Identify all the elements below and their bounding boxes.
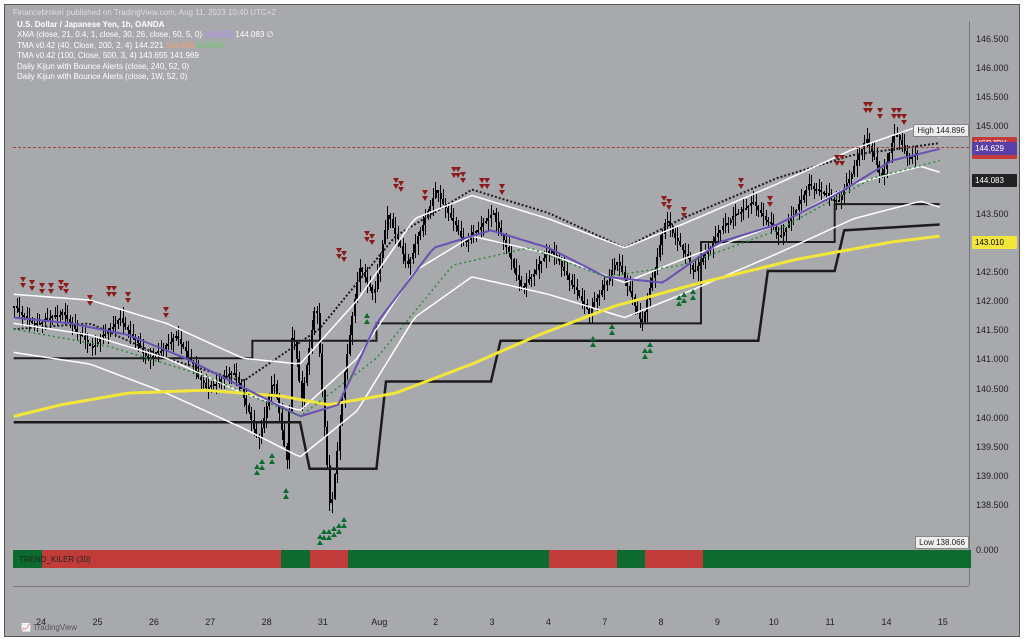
sell-marker-icon <box>867 108 873 113</box>
buy-marker-icon <box>609 324 615 329</box>
sell-marker-icon <box>901 120 907 125</box>
buy-marker-icon <box>283 488 289 493</box>
sell-marker-icon <box>499 190 505 195</box>
y-tick: 141.000 <box>976 354 1009 364</box>
indicator-line: XMA (close, 21, 0.4, 1, close, 30, 26, c… <box>17 30 273 40</box>
x-tick: 4 <box>546 617 551 627</box>
sell-marker-icon <box>63 289 69 294</box>
y-tick: 139.000 <box>976 471 1009 481</box>
sell-marker-icon <box>29 286 35 291</box>
sell-marker-icon <box>460 178 466 183</box>
buy-marker-icon <box>590 336 596 341</box>
markers-layer <box>13 21 969 586</box>
x-tick: 28 <box>262 617 272 627</box>
x-tick: 7 <box>602 617 607 627</box>
sell-marker-icon <box>20 283 26 288</box>
sell-marker-icon <box>39 289 45 294</box>
x-tick: 27 <box>205 617 215 627</box>
x-tick: 9 <box>715 617 720 627</box>
x-tick: 15 <box>938 617 948 627</box>
sell-marker-icon <box>877 114 883 119</box>
y-tick: 142.500 <box>976 267 1009 277</box>
chart-container[interactable]: Financebroker published on TradingView.c… <box>4 4 1020 637</box>
indicator-line: Daily Kijun with Bounce Alerts (close, 1… <box>17 72 273 82</box>
indicator-line: TMA v0.42 (40, Close, 200, 2, 4) 144.221… <box>17 41 273 51</box>
indicator-line: Daily Kijun with Bounce Alerts (close, 2… <box>17 62 273 72</box>
sell-marker-icon <box>681 213 687 218</box>
x-tick: 8 <box>659 617 664 627</box>
x-tick: 14 <box>881 617 891 627</box>
sell-marker-icon <box>369 240 375 245</box>
sell-marker-icon <box>111 292 117 297</box>
x-axis: 📈 TradingView 24 25 26 27 28 31 Aug 2 3 4 7 8 9 10 11 1… <box>13 586 969 636</box>
sell-marker-icon <box>738 184 744 189</box>
x-tick: 24 <box>36 617 46 627</box>
y-tick: 146.000 <box>976 63 1009 73</box>
watermark: 📈 TradingView <box>21 623 77 632</box>
x-tick: Aug <box>371 617 387 627</box>
x-tick: 26 <box>149 617 159 627</box>
chart-legend: U.S. Dollar / Japanese Yen, 1h, OANDA XM… <box>17 10 273 82</box>
y-tick: 145.000 <box>976 121 1009 131</box>
sell-marker-icon <box>666 205 672 210</box>
sell-marker-icon <box>341 257 347 262</box>
x-tick: 2 <box>433 617 438 627</box>
y-tick: 143.500 <box>976 209 1009 219</box>
plot-area[interactable]: TREND_KILER (30)High 144.896Low 138.066 <box>13 21 969 586</box>
y-tick: 0.000 <box>976 545 999 555</box>
buy-marker-icon <box>681 292 687 297</box>
sell-marker-icon <box>484 184 490 189</box>
x-tick: 31 <box>318 617 328 627</box>
buy-marker-icon <box>269 453 275 458</box>
sell-marker-icon <box>398 187 404 192</box>
y-tick: 142.000 <box>976 296 1009 306</box>
sell-marker-icon <box>87 301 93 306</box>
x-tick: 11 <box>825 617 834 627</box>
y-tick: 145.500 <box>976 92 1009 102</box>
y-tick: 146.500 <box>976 34 1009 44</box>
sell-marker-icon <box>767 202 773 207</box>
buy-marker-icon <box>259 459 265 464</box>
high-flag: High 144.896 <box>913 124 969 137</box>
x-tick: 10 <box>769 617 779 627</box>
y-axis: 146.500146.000145.500145.000144.500144.0… <box>969 21 1019 586</box>
buy-marker-icon <box>690 289 696 294</box>
y-tick: 141.500 <box>976 325 1009 335</box>
y-tick: 140.500 <box>976 384 1009 394</box>
sell-marker-icon <box>48 289 54 294</box>
y-tick: 140.000 <box>976 413 1009 423</box>
low-flag: Low 138.066 <box>915 536 969 549</box>
x-tick: 3 <box>489 617 494 627</box>
y-price-badge: 144.629 <box>972 142 1017 155</box>
indicator-line: TMA v0.42 (100, Close, 500, 3, 4) 143.65… <box>17 51 273 61</box>
x-tick: 25 <box>93 617 103 627</box>
buy-marker-icon <box>364 313 370 318</box>
symbol-title: U.S. Dollar / Japanese Yen, 1h, OANDA <box>17 20 273 30</box>
y-price-badge: 144.083 <box>972 174 1017 187</box>
sell-marker-icon <box>422 196 428 201</box>
buy-marker-icon <box>341 517 347 522</box>
y-tick: 138.500 <box>976 500 1009 510</box>
sell-marker-icon <box>163 313 169 318</box>
sell-marker-icon <box>839 161 845 166</box>
y-price-badge: 143.010 <box>972 236 1017 249</box>
sell-marker-icon <box>125 298 131 303</box>
buy-marker-icon <box>647 342 653 347</box>
y-tick: 139.500 <box>976 442 1009 452</box>
